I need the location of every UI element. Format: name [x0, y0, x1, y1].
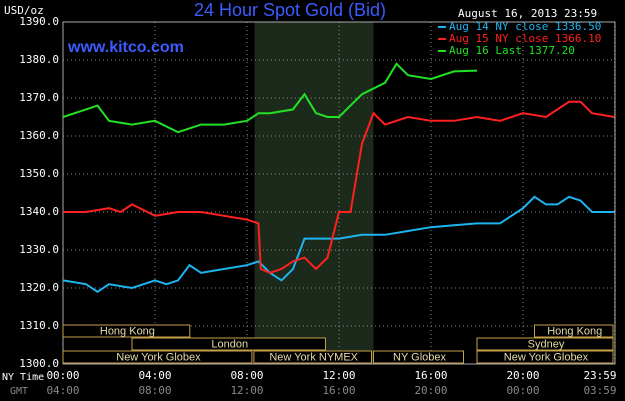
session-label: NY Globex: [393, 351, 446, 363]
series-line: [63, 100, 615, 274]
series-line: [62, 62, 478, 134]
y-tick-label: 1310.0: [19, 319, 59, 332]
x-tick-label: 12:00: [322, 369, 355, 382]
session-box: [62, 324, 191, 338]
y-tick-label: 1380.0: [19, 53, 59, 66]
y-tick-label: 1350.0: [19, 167, 59, 180]
y-tick-label: 1390.0: [19, 15, 59, 28]
x-tick-label: 08:00: [230, 369, 263, 382]
watermark: www.kitco.com: [67, 39, 184, 56]
x-tick-label: 16:00: [414, 369, 447, 382]
session-label: London: [211, 338, 248, 350]
legend-label: Aug 14 NY close 1336.50: [449, 20, 601, 33]
session-label: New York NYMEX: [269, 351, 358, 363]
legend-label: Aug 15 NY close 1366.10: [449, 32, 601, 45]
x-row-label: NY Time: [2, 372, 44, 383]
gmt-tick-label: 16:00: [322, 384, 355, 397]
gmt-tick-label: 00:00: [506, 384, 539, 397]
gmt-tick-label: 12:00: [230, 384, 263, 397]
session-box: [476, 337, 614, 351]
gmt-tick-label: 03:59: [583, 384, 616, 397]
session-label: New York Globex: [504, 351, 589, 363]
session-box: [253, 350, 372, 364]
session-label: Hong Kong: [100, 325, 155, 337]
session-box: [476, 350, 614, 364]
y-tick-label: 1300.0: [19, 357, 59, 370]
session-label: Sydney: [528, 338, 565, 350]
y-tick-label: 1360.0: [19, 129, 59, 142]
session-box: [373, 350, 464, 364]
timestamp: August 16, 2013 23:59: [458, 7, 597, 20]
gmt-tick-label: 04:00: [46, 384, 79, 397]
x-tick-label: 00:00: [46, 369, 79, 382]
x-tick-label: 20:00: [506, 369, 539, 382]
session-label: New York Globex: [116, 351, 201, 363]
gmt-tick-label: 20:00: [414, 384, 447, 397]
session-label: Hong Kong: [547, 325, 602, 337]
session-box: [62, 350, 253, 364]
y-tick-label: 1330.0: [19, 243, 59, 256]
y-axis-label: USD/oz: [4, 4, 44, 17]
chart-title: 24 Hour Spot Gold (Bid): [194, 0, 386, 20]
y-tick-label: 1320.0: [19, 281, 59, 294]
y-tick-label: 1340.0: [19, 205, 59, 218]
x-tick-label: 23:59: [583, 369, 616, 382]
y-tick-label: 1370.0: [19, 91, 59, 104]
x-tick-label: 04:00: [138, 369, 171, 382]
session-box: [131, 337, 326, 351]
x2-row-label: GMT: [10, 386, 28, 397]
series-line: [62, 195, 615, 293]
gmt-tick-label: 08:00: [138, 384, 171, 397]
session-box: [534, 324, 614, 338]
legend-label: Aug 16 Last 1377.20: [449, 44, 575, 57]
shaded-region: [254, 22, 374, 364]
plot-frame: [62, 21, 616, 365]
